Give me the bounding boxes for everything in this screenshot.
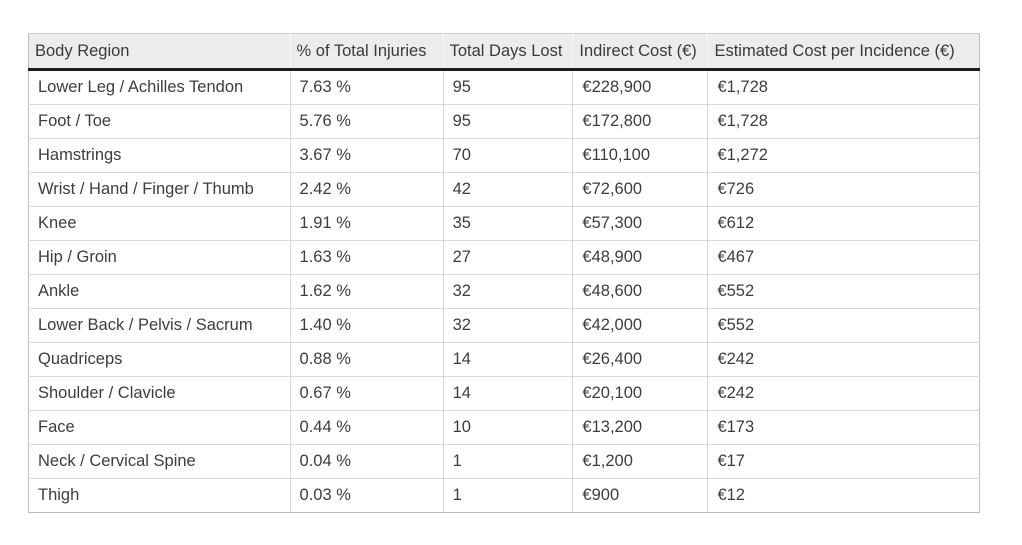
table-cell: Ankle [28,274,291,309]
table-cell: €900 [572,478,709,513]
table-cell: Shoulder / Clavicle [28,376,291,411]
table-cell: 0.03 % [289,478,444,513]
table-row: Ankle 1.62 % 32 €48,600 €552 [28,274,980,309]
table-cell: €57,300 [572,206,709,241]
table-cell: 14 [442,342,574,377]
table-body: Lower Leg / Achilles Tendon 7.63 % 95 €228,… [28,69,980,513]
table-cell: €48,900 [572,240,709,275]
table-cell: €20,100 [572,376,709,411]
table-cell: €173 [707,410,980,445]
table-cell: Quadriceps [28,342,291,377]
table-cell: €72,600 [572,172,709,207]
table-cell: €26,400 [572,342,709,377]
table-cell: €172,800 [572,104,709,139]
table-cell: Hamstrings [28,138,291,173]
table-cell: Foot / Toe [28,104,291,139]
table-cell: 95 [442,69,574,105]
table-cell: 32 [442,308,574,343]
table-header-row: Body Region% of Total Injuries Total Days… [28,33,980,71]
table-cell: €552 [707,308,980,343]
table-cell: €242 [707,376,980,411]
table-cell: 42 [442,172,574,207]
table-cell: 7.63 % [289,69,444,105]
table-cell: €110,100 [572,138,709,173]
table-cell: €726 [707,172,980,207]
table-cell: €1,200 [572,444,709,479]
table-cell: Neck / Cervical Spine [28,444,291,479]
table-row: Hip / Groin 1.63 % 27 €48,900 €467 [28,240,980,275]
table-cell: Knee [28,206,291,241]
table-cell: 27 [442,240,574,275]
table-row: Lower Back / Pelvis / Sacrum 1.40 % 32 €42,… [28,308,980,343]
table-cell: Lower Back / Pelvis / Sacrum [28,308,291,343]
table-cell: 0.67 % [289,376,444,411]
table-cell: 1.40 % [289,308,444,343]
table-cell: Lower Leg / Achilles Tendon [28,69,291,105]
table-row: Hamstrings 3.67 % 70 €110,100 €1,272 [28,138,980,173]
column-header: Body Region [28,33,291,71]
table-cell: €1,728 [707,104,980,139]
table-row: Shoulder / Clavicle 0.67 % 14 €20,100 €242 [28,376,980,411]
table-cell: €17 [707,444,980,479]
table-row: Thigh 0.03 % 1 €900 €12 [28,478,980,513]
table-cell: 0.44 % [289,410,444,445]
column-header: Total Days Lost [442,33,574,71]
table-cell: €1,272 [707,138,980,173]
table-cell: €467 [707,240,980,275]
table-cell: €48,600 [572,274,709,309]
table-cell: 10 [442,410,574,445]
table-cell: 70 [442,138,574,173]
table-cell: 1.91 % [289,206,444,241]
table-cell: 32 [442,274,574,309]
table-cell: 35 [442,206,574,241]
table-row: Face 0.44 % 10 €13,200 €173 [28,410,980,445]
table-header: Body Region% of Total Injuries Total Days… [28,33,980,71]
table-row: Neck / Cervical Spine 0.04 % 1 €1,200 €17 [28,444,980,479]
table-cell: €552 [707,274,980,309]
table-cell: 5.76 % [289,104,444,139]
injury-cost-table: Body Region% of Total Injuries Total Days… [28,33,980,513]
column-header: Indirect Cost (€) [572,33,709,71]
table-cell: €1,728 [707,69,980,105]
table-cell: €12 [707,478,980,513]
table-row: Knee 1.91 % 35 €57,300 €612 [28,206,980,241]
table-cell: €42,000 [572,308,709,343]
column-header: Estimated Cost per Incidence (€) [707,33,980,71]
table-cell: 14 [442,376,574,411]
table-cell: €13,200 [572,410,709,445]
injury-cost-table-container: Body Region% of Total Injuries Total Days… [28,33,980,513]
table-cell: 2.42 % [289,172,444,207]
table-cell: 3.67 % [289,138,444,173]
table-cell: €612 [707,206,980,241]
table-cell: Thigh [28,478,291,513]
table-cell: 1 [442,478,574,513]
table-row: Quadriceps 0.88 % 14 €26,400 €242 [28,342,980,377]
table-cell: €228,900 [572,69,709,105]
table-row: Lower Leg / Achilles Tendon 7.63 % 95 €228,… [28,69,980,105]
table-cell: 0.88 % [289,342,444,377]
table-cell: Wrist / Hand / Finger / Thumb [28,172,291,207]
table-cell: Face [28,410,291,445]
table-row: Foot / Toe 5.76 % 95 €172,800 €1,728 [28,104,980,139]
table-cell: Hip / Groin [28,240,291,275]
table-cell: €242 [707,342,980,377]
table-cell: 95 [442,104,574,139]
table-cell: 1.63 % [289,240,444,275]
column-header: % of Total Injuries [289,33,444,71]
table-cell: 0.04 % [289,444,444,479]
table-cell: 1 [442,444,574,479]
table-cell: 1.62 % [289,274,444,309]
table-row: Wrist / Hand / Finger / Thumb 2.42 % 42 €72… [28,172,980,207]
